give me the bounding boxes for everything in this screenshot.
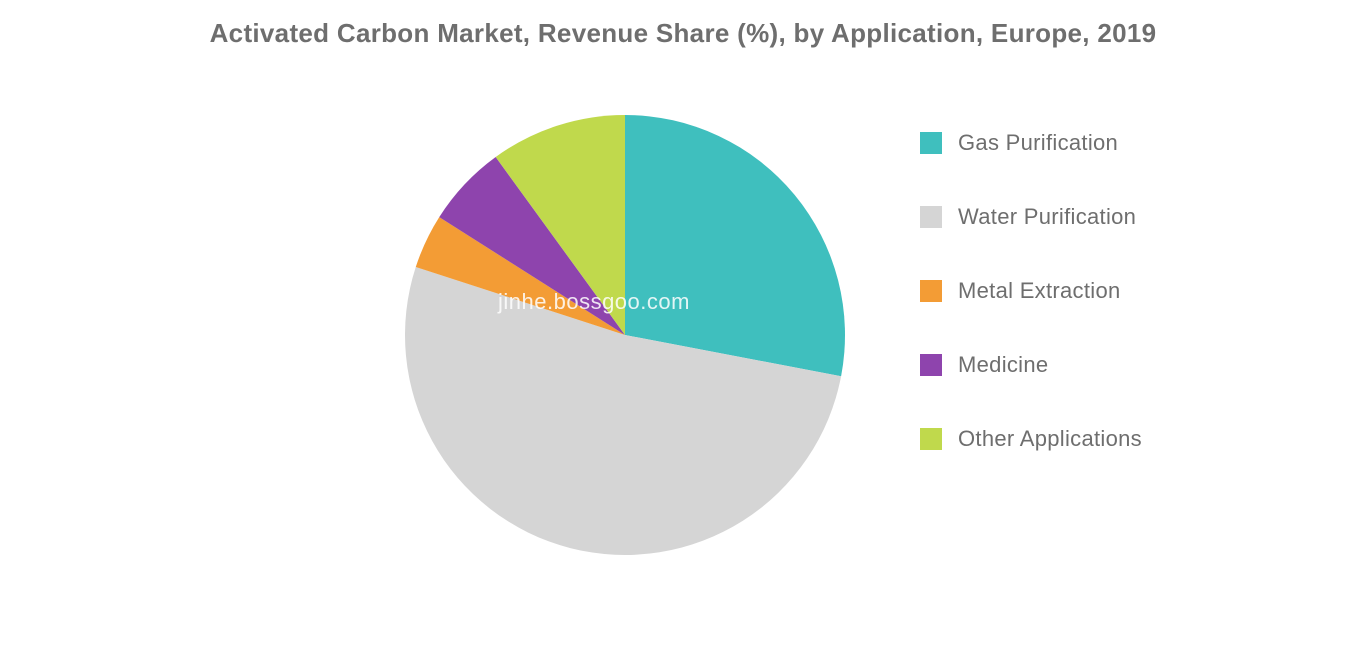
legend-item-other-applications: Other Applications [920, 426, 1142, 452]
legend-swatch [920, 206, 942, 228]
legend-label: Metal Extraction [958, 278, 1121, 304]
legend-label: Medicine [958, 352, 1048, 378]
legend-swatch [920, 354, 942, 376]
legend-label: Gas Purification [958, 130, 1118, 156]
legend: Gas Purification Water Purification Metal … [920, 130, 1142, 452]
legend-item-gas-purification: Gas Purification [920, 130, 1142, 156]
legend-label: Water Purification [958, 204, 1136, 230]
legend-swatch [920, 280, 942, 302]
pie-chart [400, 110, 850, 560]
pie-slice-gas-purification [625, 115, 845, 376]
legend-label: Other Applications [958, 426, 1142, 452]
legend-swatch [920, 428, 942, 450]
legend-item-water-purification: Water Purification [920, 204, 1142, 230]
legend-item-medicine: Medicine [920, 352, 1142, 378]
chart-container: Activated Carbon Market, Revenue Share (… [0, 0, 1366, 655]
legend-swatch [920, 132, 942, 154]
legend-item-metal-extraction: Metal Extraction [920, 278, 1142, 304]
chart-title: Activated Carbon Market, Revenue Share (… [0, 18, 1366, 49]
